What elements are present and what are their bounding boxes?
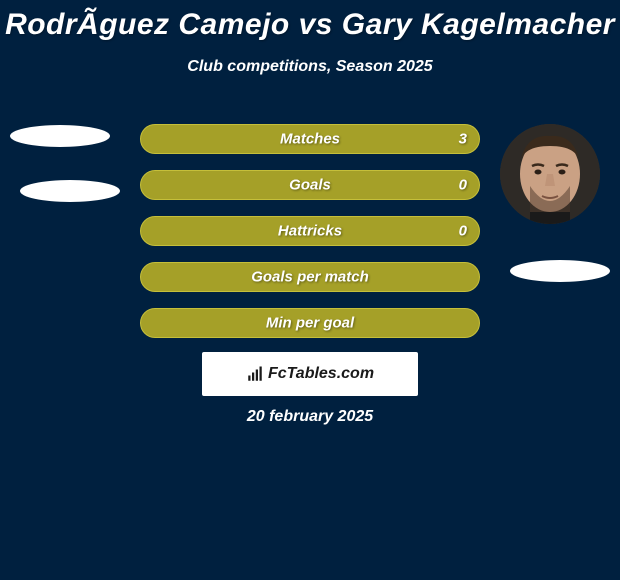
bar-value-right: 0 bbox=[459, 223, 467, 240]
left-ellipse-2 bbox=[20, 180, 120, 202]
brand-badge: FcTables.com bbox=[202, 352, 418, 396]
page-subtitle: Club competitions, Season 2025 bbox=[0, 58, 620, 76]
bar-goals: Goals 0 bbox=[140, 170, 480, 200]
date-text: 20 february 2025 bbox=[0, 408, 620, 426]
bar-label: Hattricks bbox=[141, 223, 479, 240]
bar-label: Matches bbox=[141, 131, 479, 148]
bar-min-per-goal: Min per goal bbox=[140, 308, 480, 338]
bar-goals-per-match: Goals per match bbox=[140, 262, 480, 292]
brand-chart-icon bbox=[246, 365, 264, 383]
left-ellipse-1 bbox=[10, 125, 110, 147]
brand-text: FcTables.com bbox=[268, 365, 374, 383]
page-title: RodrÃ­guez Camejo vs Gary Kagelmacher bbox=[0, 0, 620, 42]
bar-matches: Matches 3 bbox=[140, 124, 480, 154]
avatar-face-icon bbox=[500, 124, 600, 224]
bar-value-right: 0 bbox=[459, 177, 467, 194]
bar-hattricks: Hattricks 0 bbox=[140, 216, 480, 246]
bar-label: Goals per match bbox=[141, 269, 479, 286]
stat-bars: Matches 3 Goals 0 Hattricks 0 Goals per … bbox=[140, 124, 480, 354]
bar-value-right: 3 bbox=[459, 131, 467, 148]
right-ellipse-1 bbox=[510, 260, 610, 282]
bar-label: Goals bbox=[141, 177, 479, 194]
bar-label: Min per goal bbox=[141, 315, 479, 332]
player-right-avatar bbox=[500, 124, 600, 224]
